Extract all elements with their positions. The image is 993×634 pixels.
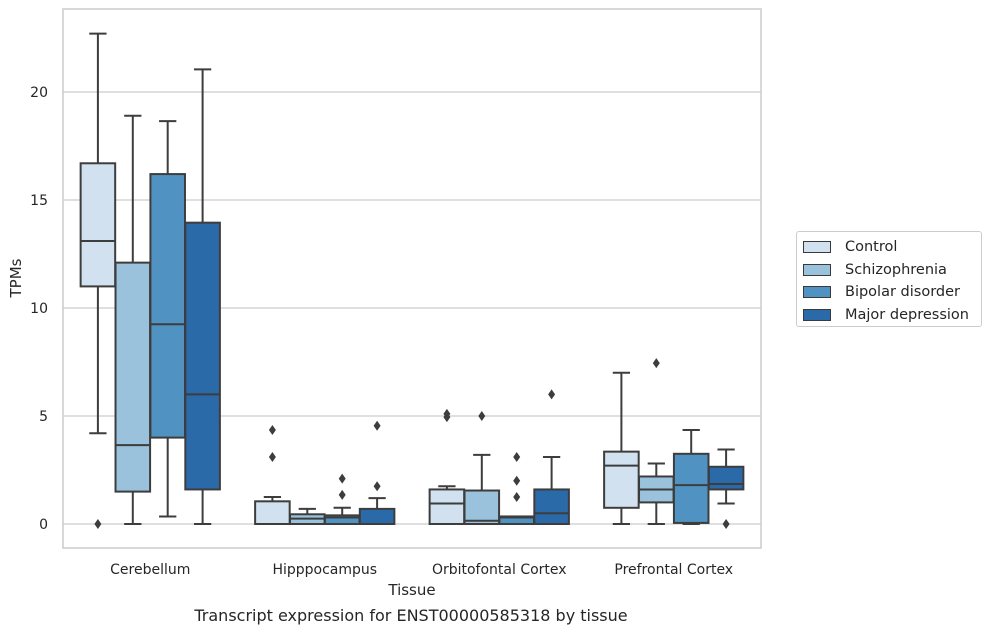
legend-label: Schizophrenia: [845, 261, 947, 278]
x-tick-label: Hipppocampus: [272, 562, 377, 578]
chart-caption: Transcript expression for ENST0000058531…: [194, 606, 628, 625]
box-3-1: [358, 420, 396, 526]
outlier-point: [373, 481, 381, 492]
x-axis-label: Tissue: [387, 581, 435, 599]
legend-item: Major depression: [803, 304, 975, 327]
box-3-3: [707, 448, 745, 529]
outlier-point: [94, 519, 102, 529]
box-iqr: [114, 261, 152, 493]
box-iqr: [603, 450, 640, 509]
outlier-point: [722, 519, 730, 529]
legend-item: Control: [803, 236, 975, 259]
box-iqr: [358, 507, 396, 526]
box-iqr: [463, 489, 501, 525]
y-tick-label: 0: [39, 517, 48, 533]
outlier-point: [338, 473, 346, 484]
y-tick-label: 15: [30, 193, 48, 209]
legend-swatch: [803, 308, 831, 321]
outlier-point: [513, 475, 521, 486]
outlier-point: [478, 411, 486, 421]
box-3-2: [533, 389, 570, 526]
box-0-0: [79, 32, 117, 529]
outlier-point: [513, 452, 521, 463]
x-tick-label: Cerebellum: [110, 562, 190, 578]
box-0-1: [254, 425, 291, 526]
y-tick-label: 5: [39, 409, 48, 425]
outlier-point: [443, 408, 451, 419]
legend-swatch: [803, 241, 831, 254]
x-tick-label: Orbitofontal Cortex: [432, 562, 567, 578]
x-tick-labels: Cerebellum Hipppocampus Orbitofontal Corte…: [110, 562, 733, 578]
box-iqr: [184, 221, 221, 491]
box-2-3: [672, 429, 710, 525]
legend-swatch: [803, 263, 831, 276]
box-iqr: [79, 162, 117, 288]
y-tick-label: 10: [30, 301, 48, 317]
outlier-point: [268, 452, 276, 463]
outlier-point: [548, 389, 556, 400]
outlier-point: [652, 358, 660, 369]
box-1-0: [114, 114, 152, 525]
outlier-point: [268, 425, 276, 436]
outlier-point: [338, 489, 346, 500]
box-3-0: [184, 68, 221, 525]
outlier-point: [513, 492, 521, 502]
box-iqr: [149, 173, 186, 439]
box-1-3: [638, 358, 675, 525]
box-0-3: [603, 371, 640, 525]
outlier-point: [373, 420, 381, 431]
legend-item: Bipolar disorder: [803, 281, 975, 304]
box-2-0: [149, 120, 186, 518]
box-iqr: [707, 465, 745, 491]
boxes-layer: [79, 32, 745, 529]
x-tick-label: Prefrontal Cortex: [614, 562, 733, 578]
y-tick-label: 20: [30, 85, 48, 101]
box-2-1: [323, 473, 361, 525]
box-iqr: [428, 488, 466, 526]
y-axis-label: TPMs: [7, 258, 25, 298]
legend-swatch: [803, 286, 831, 299]
box-1-2: [463, 411, 501, 525]
legend-item: Schizophrenia: [803, 259, 975, 282]
legend-label: Bipolar disorder: [845, 284, 960, 301]
y-tick-labels: 0 5 10 15 20: [30, 85, 48, 533]
legend-label: Control: [845, 239, 898, 256]
box-iqr: [254, 500, 291, 526]
box-iqr: [533, 488, 570, 526]
legend: Control Schizophrenia Bipolar disorder Majo…: [796, 231, 982, 327]
box-iqr: [672, 452, 710, 524]
legend-label: Major depression: [845, 306, 969, 323]
